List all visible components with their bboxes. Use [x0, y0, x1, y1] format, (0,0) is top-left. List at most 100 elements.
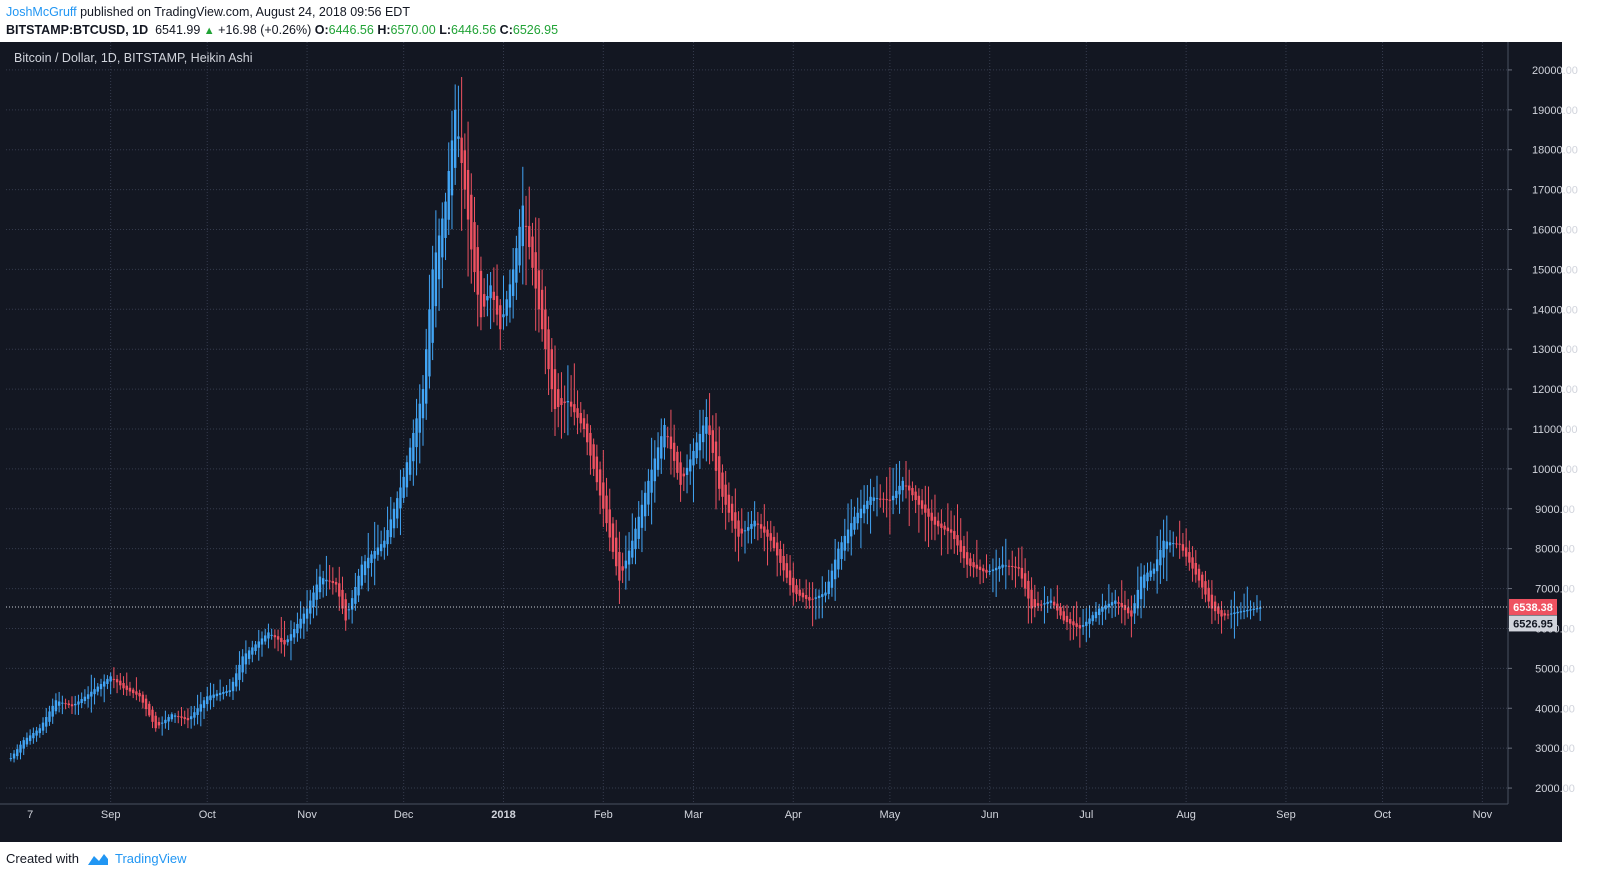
candle-body: [1233, 612, 1236, 614]
candle-body: [305, 608, 309, 619]
open-label: O:: [314, 23, 329, 37]
candle-body: [244, 653, 248, 665]
x-tick-label: Mar: [684, 809, 703, 821]
x-tick-label: Dec: [394, 809, 414, 821]
candle-body: [846, 529, 850, 544]
candle-body: [647, 480, 650, 505]
candle-body: [505, 299, 508, 316]
candle-body: [1217, 606, 1220, 614]
candle-body: [453, 109, 457, 168]
candle-body: [676, 451, 679, 473]
candle-body: [782, 555, 785, 571]
candle-body: [1094, 611, 1098, 619]
candle-body: [412, 432, 415, 462]
footer: Created with TradingView: [6, 851, 187, 866]
candle-body: [415, 418, 418, 448]
candle-body: [515, 248, 518, 283]
candle-body: [775, 542, 779, 556]
x-tick-label: Oct: [199, 809, 216, 821]
candle-body: [936, 520, 940, 527]
candle-body: [518, 226, 521, 266]
candle-body: [656, 447, 660, 470]
candle-body: [882, 498, 885, 500]
time-axis[interactable]: 7 Sep Oct Nov Dec 2018 Feb Mar Apr May Jun Jul Aug Se…: [27, 809, 1493, 821]
candle-body: [144, 698, 148, 710]
candle-body: [434, 252, 438, 307]
candle-body: [1172, 543, 1175, 545]
candle-body: [257, 641, 260, 648]
candle-body: [875, 498, 879, 500]
candle-body: [12, 753, 16, 759]
candle-body: [460, 137, 463, 164]
y-tick-label: 14000.00: [1532, 304, 1578, 316]
candle-body: [222, 692, 225, 694]
open-value: 6446.56: [328, 23, 374, 37]
candle-body: [122, 683, 125, 689]
price-axis[interactable]: 2000.003000.004000.005000.006000.007000.…: [0, 42, 1578, 805]
candle-body: [499, 305, 502, 330]
candle-body: [998, 566, 1001, 570]
candle-body: [315, 584, 318, 600]
created-with-label: Created with: [6, 851, 79, 866]
candle-body: [1088, 618, 1091, 624]
candle-body: [106, 678, 109, 685]
candle-body: [679, 462, 682, 485]
candle-body: [718, 456, 721, 489]
candle-body: [19, 744, 22, 753]
candle-body: [325, 579, 328, 582]
close-price-badge: [1509, 615, 1557, 632]
candle-body: [367, 557, 370, 569]
candle-body: [131, 689, 135, 694]
author-link[interactable]: JoshMcGruff: [6, 5, 77, 19]
candle-body: [128, 687, 132, 692]
candle-body: [193, 712, 196, 718]
candle-body: [537, 270, 541, 310]
candle-body: [895, 490, 898, 499]
candle-body: [833, 559, 837, 580]
candle-body: [502, 314, 505, 318]
tradingview-link[interactable]: TradingView: [114, 851, 187, 866]
candle-body: [379, 544, 383, 552]
candle-body: [1033, 599, 1036, 608]
candle-body: [911, 487, 914, 496]
candle-body: [521, 205, 525, 247]
candle-body: [1110, 602, 1114, 606]
candle-body: [534, 252, 537, 289]
candle-body: [701, 425, 705, 443]
candle-body: [837, 548, 840, 570]
candle-body: [885, 499, 888, 501]
x-tick-label: Apr: [785, 809, 802, 821]
candle-body: [32, 732, 35, 739]
candle-body: [225, 691, 228, 693]
candle-body: [318, 576, 322, 593]
candle-body: [853, 516, 856, 530]
candle-body: [917, 495, 921, 505]
candle-body: [586, 423, 589, 443]
price-chart[interactable]: 2000.003000.004000.005000.006000.007000.…: [0, 42, 1600, 842]
candle-body: [328, 580, 331, 582]
candle-body: [528, 226, 531, 248]
candle-body: [138, 693, 141, 697]
candle-body: [862, 504, 866, 514]
y-tick-label: 2000.00: [1535, 783, 1575, 795]
candle-body: [1226, 614, 1230, 616]
candle-body: [119, 680, 122, 686]
candle-body: [54, 700, 58, 712]
close-value: 6526.95: [512, 23, 559, 37]
candle-body: [405, 462, 409, 488]
candle-body: [1249, 609, 1252, 611]
candle-body: [1027, 580, 1030, 599]
candle-body: [1258, 607, 1262, 609]
candle-body: [1204, 581, 1207, 595]
candle-body: [808, 596, 811, 601]
candle-body: [238, 664, 241, 680]
candle-body: [1230, 613, 1233, 615]
x-tick-label: Sep: [101, 809, 121, 821]
candle-body: [1014, 566, 1017, 568]
candle-body: [705, 417, 708, 434]
candle-body: [235, 673, 238, 687]
candle-body: [1097, 608, 1101, 616]
candle-body: [1220, 610, 1223, 617]
candle-body: [511, 269, 515, 296]
candle-body: [1149, 570, 1152, 577]
